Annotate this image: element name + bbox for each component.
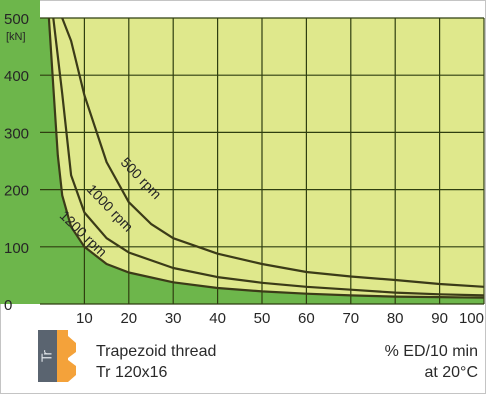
y-tick-label: 500 <box>4 11 29 28</box>
curves <box>47 17 485 299</box>
x-axis-unit: % ED/10 min <box>384 343 478 360</box>
grid-lines <box>40 17 485 305</box>
x-tick-label: 100 <box>459 310 484 327</box>
y-tick-label: 100 <box>4 240 29 257</box>
left-margin-band <box>0 0 40 304</box>
y-unit-label: [kN] <box>6 31 26 43</box>
x-axis-description: % ED/10 min at 20°C <box>385 341 478 383</box>
curve-1 <box>52 17 485 297</box>
x-tick-label: 30 <box>165 310 182 327</box>
x-tick-label: 50 <box>254 310 271 327</box>
y-tick-label: 0 <box>4 297 12 314</box>
x-tick-label: 10 <box>76 310 93 327</box>
thread-description: Trapezoid thread Tr 120x16 <box>96 341 216 383</box>
thread-size: Tr 120x16 <box>96 364 168 381</box>
x-tick-label: 20 <box>120 310 137 327</box>
y-tick-label: 200 <box>4 183 29 200</box>
curve-2 <box>47 17 485 299</box>
x-tick-label: 70 <box>342 310 359 327</box>
x-tick-label: 80 <box>387 310 404 327</box>
temperature-note: at 20°C <box>424 364 478 381</box>
icon-label: Tr <box>41 350 56 363</box>
y-tick-label: 400 <box>4 68 29 85</box>
x-tick-label: 40 <box>209 310 226 327</box>
thread-type: Trapezoid thread <box>96 343 217 360</box>
trapezoid-thread-icon: Tr <box>38 330 78 382</box>
x-tick-label: 60 <box>298 310 315 327</box>
axis-labels: 0 100 200 300 400 500 [kN] 10 20 30 40 50 60 70 80 90 10… <box>4 11 484 327</box>
x-tick-label: 90 <box>431 310 448 327</box>
curve-0 <box>61 17 485 288</box>
y-tick-label: 300 <box>4 125 29 142</box>
